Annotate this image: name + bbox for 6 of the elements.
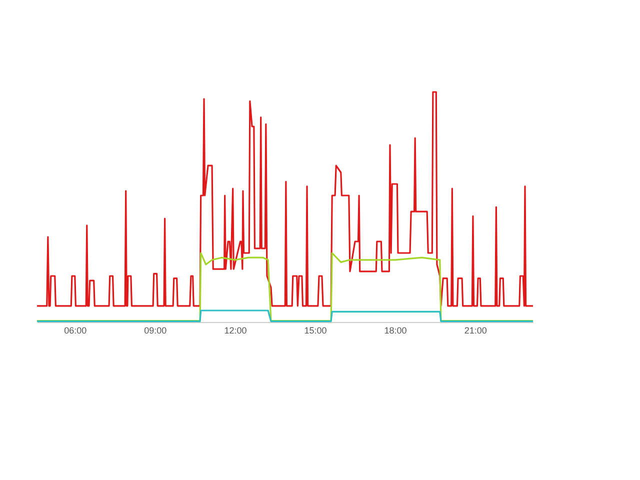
x-tick-label: 15:00 [304, 326, 327, 336]
x-tick-label: 21:00 [464, 326, 487, 336]
x-tick-label: 09:00 [144, 326, 167, 336]
x-tick-label: 06:00 [64, 326, 87, 336]
x-tick-label: 12:00 [224, 326, 247, 336]
x-tick-label: 18:00 [384, 326, 407, 336]
